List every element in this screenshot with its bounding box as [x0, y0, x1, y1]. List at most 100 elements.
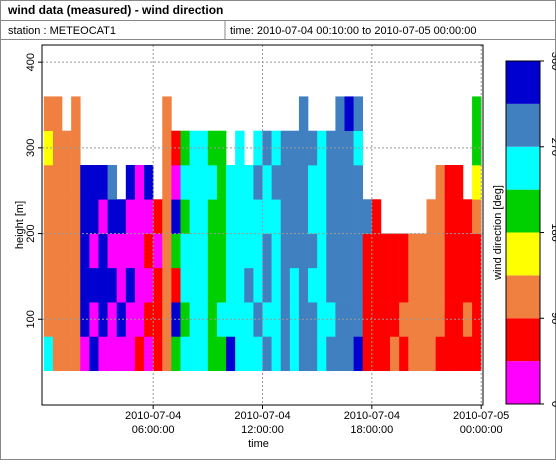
heat-cell: [371, 199, 382, 234]
heat-cell: [417, 267, 427, 303]
heat-cell: [344, 96, 354, 132]
heat-cell: [298, 336, 309, 372]
heat-cell: [344, 130, 354, 166]
heat-cell: [435, 165, 446, 200]
heat-cell: [408, 336, 418, 372]
heat-cell: [244, 267, 254, 303]
heat-cell: [43, 302, 54, 337]
heat-cell: [435, 233, 446, 269]
x-axis-label: time: [248, 438, 269, 450]
heat-cell: [98, 233, 108, 269]
heat-cell: [298, 233, 309, 269]
x-tick-label: 2010-07-04 12:00:00: [234, 410, 290, 436]
heat-cell: [280, 165, 291, 200]
heat-cell: [43, 336, 54, 372]
heat-cell: [144, 302, 154, 337]
heat-cell: [162, 336, 172, 372]
time-range: time: 2010-07-04 00:10:00 to 2010-07-05 …: [230, 25, 476, 37]
heat-cell: [153, 267, 163, 303]
heat-cell: [335, 336, 345, 372]
heat-cell: [271, 130, 282, 166]
heat-cell: [62, 233, 72, 269]
heat-cell: [144, 267, 154, 303]
heat-cell: [399, 267, 409, 303]
heat-cell: [244, 165, 254, 200]
heat-cell: [335, 199, 345, 234]
heat-cell: [144, 336, 154, 372]
heat-cell: [52, 96, 63, 132]
heat-cell: [271, 336, 282, 372]
heat-cell: [207, 302, 218, 337]
heat-cell: [380, 302, 391, 337]
station: station : METEOCAT1: [8, 25, 116, 37]
colorbar-segment: [506, 146, 540, 190]
heat-cell: [417, 336, 427, 372]
heat-cell: [162, 233, 172, 269]
heat-cell: [107, 267, 118, 303]
heat-cell: [207, 130, 218, 166]
heat-cell: [235, 336, 245, 372]
heat-cell: [362, 199, 373, 234]
heat-cell: [216, 199, 227, 234]
heat-cell: [62, 267, 72, 303]
heat-cell: [80, 336, 90, 372]
heat-cell: [371, 233, 382, 269]
heat-cell: [317, 165, 327, 200]
heat-cell: [362, 267, 373, 303]
heat-cell: [308, 336, 318, 372]
heat-cell: [462, 336, 473, 372]
colorbar-segment: [506, 318, 540, 362]
heat-cell: [134, 233, 145, 269]
heat-cell: [107, 199, 118, 234]
heat-cell: [298, 267, 309, 303]
x-tick-label: 2010-07-05 00:00:00: [453, 410, 509, 436]
heat-cell: [207, 336, 218, 372]
heat-cell: [134, 267, 145, 303]
heat-cell: [417, 233, 427, 269]
heat-cell: [353, 336, 364, 372]
heat-cell: [125, 199, 136, 234]
heat-cell: [207, 267, 218, 303]
heat-cell: [235, 233, 245, 269]
heat-cell: [226, 233, 236, 269]
heat-cell: [253, 336, 263, 372]
heat-cell: [226, 199, 236, 234]
heat-cell: [308, 165, 318, 200]
heat-cell: [62, 199, 72, 234]
heat-cell: [253, 165, 263, 200]
heat-cell: [326, 233, 336, 269]
heat-cell: [289, 336, 300, 372]
heat-cell: [80, 267, 90, 303]
heat-cell: [144, 165, 154, 200]
heat-cell: [399, 233, 409, 269]
heat-cell: [280, 233, 291, 269]
colorbar-tick-label: 180: [549, 223, 556, 241]
heat-cell: [98, 199, 108, 234]
heat-cell: [116, 199, 127, 234]
heat-cell: [89, 336, 99, 372]
heat-cell: [80, 302, 90, 337]
heat-cell: [52, 165, 63, 200]
heat-cell: [80, 165, 90, 200]
heat-cell: [335, 302, 345, 337]
heat-cell: [180, 267, 190, 303]
heat-cell: [153, 302, 163, 337]
heat-cell: [134, 336, 145, 372]
heat-cell: [444, 165, 455, 200]
heat-cell: [344, 336, 354, 372]
heat-cell: [344, 199, 354, 234]
heat-cell: [353, 96, 364, 132]
colorbar-tick-label: 0: [549, 401, 556, 407]
x-tick-label-line: 2010-07-04: [344, 410, 400, 422]
heat-cell: [62, 336, 72, 372]
heat-cell: [462, 233, 473, 269]
heat-cell: [472, 233, 482, 269]
x-tick-label-line: 06:00:00: [132, 424, 175, 436]
heat-cell: [52, 302, 63, 337]
heat-cell: [235, 267, 245, 303]
heat-cell: [98, 267, 108, 303]
heat-cell: [180, 233, 190, 269]
heat-cell: [125, 336, 136, 372]
heat-cell: [271, 267, 282, 303]
heat-cell: [98, 165, 108, 200]
